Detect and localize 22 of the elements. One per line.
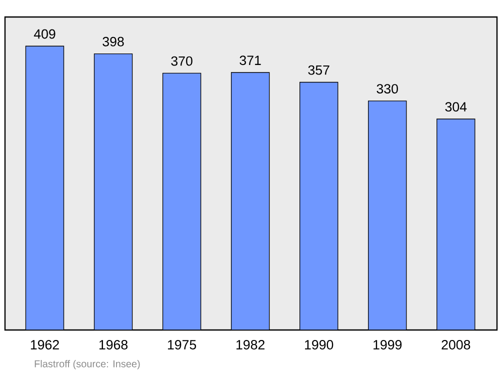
bar [230,72,270,330]
bar [299,82,338,330]
data-label: 398 [102,36,124,46]
data-label: 409 [34,29,56,39]
x-tick-label: 1990 [305,340,334,350]
bar [162,72,202,330]
text: Flastroff (source: Insee) [34,360,140,370]
data-label: 304 [445,102,467,112]
bar [368,100,407,330]
data-label: 330 [376,84,398,94]
x-tick-label: 1962 [30,340,59,350]
data-label: 357 [308,65,330,75]
x-tick-label: 1999 [374,340,402,350]
x-tick-label: 1968 [99,340,128,350]
data-label: 371 [240,56,261,66]
bar [94,53,133,330]
data-label: 370 [171,56,192,66]
x-tick-label: 2008 [442,340,470,350]
bar [436,118,476,330]
bar [25,46,64,330]
x-tick-label: 1975 [168,340,196,350]
x-tick-label: 1982 [236,340,264,350]
